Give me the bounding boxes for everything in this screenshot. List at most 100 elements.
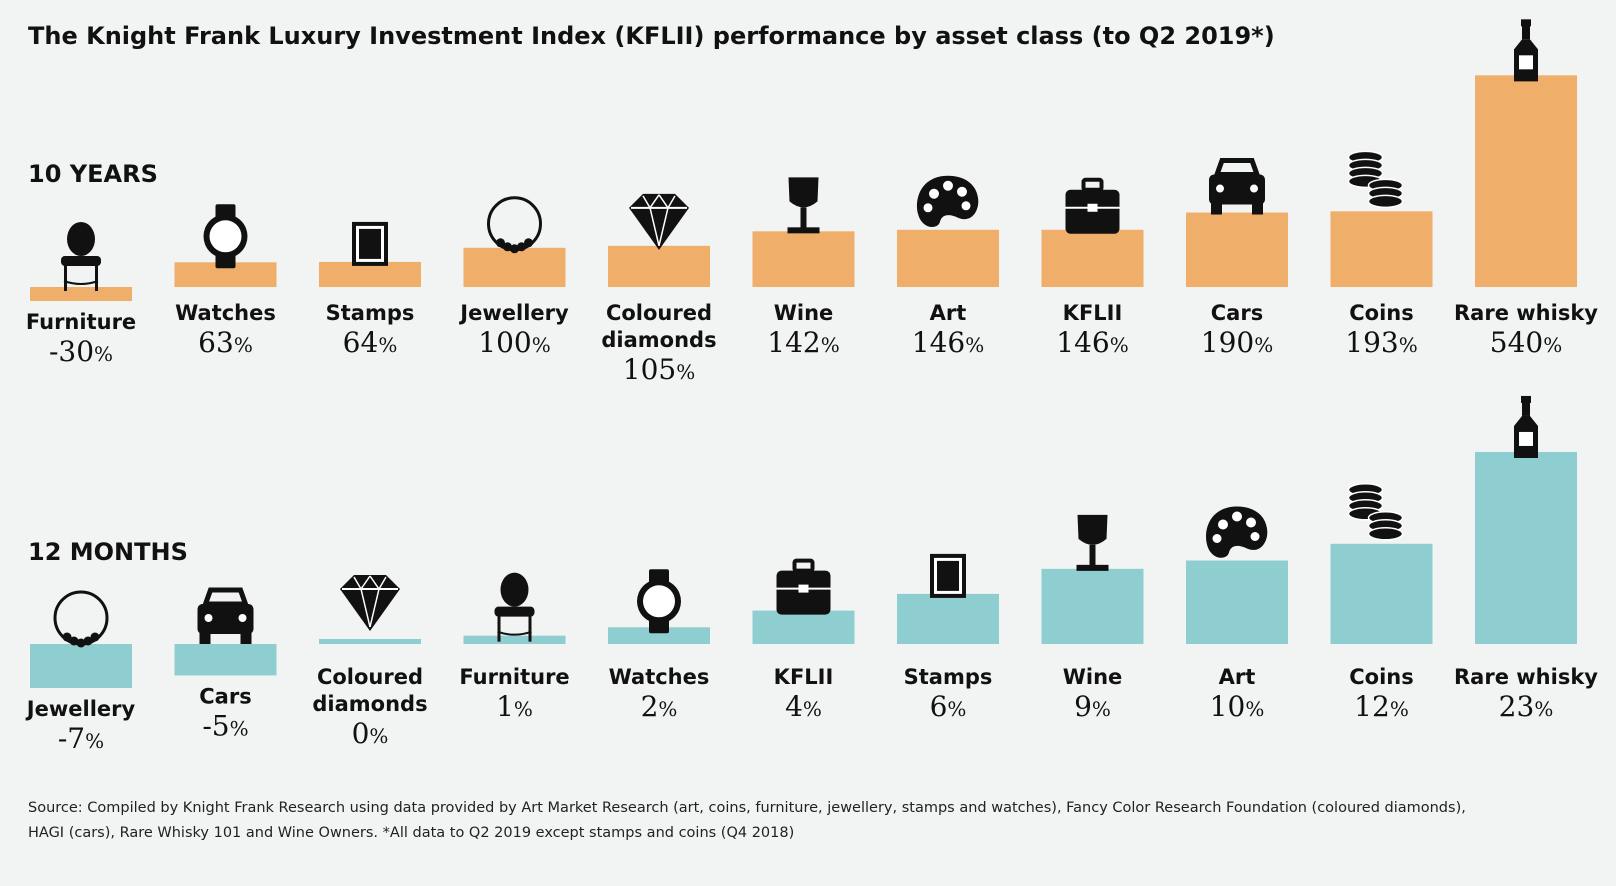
palette-icon [917, 175, 979, 228]
value-label: 105% [623, 353, 695, 386]
category-label: Jewellery [458, 301, 569, 325]
value-label: 190% [1201, 326, 1273, 359]
category-label: KFLII [1063, 301, 1123, 325]
category-label: Jewellery [25, 697, 136, 721]
value-label: 4% [785, 690, 822, 723]
necklace-icon [487, 196, 542, 254]
bar [608, 627, 710, 644]
bar [174, 644, 277, 676]
bar [319, 261, 421, 287]
bar [1330, 543, 1433, 644]
bar [1475, 75, 1577, 287]
value-label: 2% [641, 690, 678, 723]
value-label: 146% [912, 326, 984, 359]
value-label: -30% [49, 335, 113, 368]
bar [30, 287, 132, 301]
necklace-icon [53, 590, 109, 648]
briefcase-icon [776, 558, 831, 615]
panel-label: 10 YEARS [28, 160, 158, 188]
panel-12-months: 12 MONTHS Jewellery-7% Cars-5% Coloured diam… [25, 395, 1598, 755]
category-label: Watches [175, 301, 276, 325]
value-label: 0% [352, 717, 389, 750]
car-icon [1209, 158, 1265, 215]
category-label: Cars [1211, 301, 1263, 325]
category-label: Coins [1349, 301, 1414, 325]
bar [463, 247, 566, 287]
value-label: 63% [198, 326, 253, 359]
bar-group: Jewellery-7% [25, 590, 136, 755]
value-label: 1% [496, 690, 533, 723]
category-label: Furniture [459, 665, 569, 689]
value-label: 193% [1345, 326, 1417, 359]
value-label: 100% [478, 326, 550, 359]
bar-group: Furniture-30% [26, 222, 136, 368]
value-label: 23% [1499, 690, 1554, 723]
stamp-icon [930, 553, 966, 598]
category-label: Art [1219, 665, 1256, 689]
bar [319, 639, 421, 644]
category-label: Rare whisky [1454, 301, 1598, 325]
car-icon [197, 587, 254, 644]
palette-icon [1206, 506, 1268, 558]
chart-title: The Knight Frank Luxury Investment Index… [28, 22, 1275, 50]
category-label: diamonds [312, 692, 427, 716]
bar [1186, 212, 1288, 287]
value-label: -7% [58, 722, 104, 755]
stamp-icon [352, 221, 388, 266]
bar [752, 231, 855, 287]
source-note: Source: Compiled by Knight Frank Researc… [28, 800, 1466, 841]
bar [1186, 560, 1288, 644]
category-label: Coloured [317, 665, 423, 689]
coins-icon [1347, 483, 1404, 541]
value-label: 6% [930, 690, 967, 723]
value-label: 64% [343, 326, 398, 359]
category-label: Art [930, 301, 967, 325]
value-label: 540% [1490, 326, 1562, 359]
bar [463, 635, 566, 644]
category-label: KFLII [774, 665, 834, 689]
source-line: Source: Compiled by Knight Frank Researc… [28, 800, 1466, 816]
bar [897, 229, 999, 287]
bottle-icon [1514, 395, 1538, 458]
bar [1330, 211, 1433, 287]
chart-panels: 10 YEARSFurniture-30%Watches63%Stamps64%… [25, 19, 1598, 755]
chair-icon [494, 572, 535, 642]
category-label: Stamps [904, 665, 993, 689]
value-label: 146% [1056, 326, 1128, 359]
wine-glass-icon [787, 177, 820, 234]
category-label: diamonds [601, 328, 716, 352]
category-label: Coloured [606, 301, 712, 325]
category-label: Rare whisky [1454, 665, 1598, 689]
category-label: Furniture [26, 310, 136, 334]
category-label: Wine [1063, 665, 1123, 689]
diamond-icon [629, 193, 689, 250]
value-label: 9% [1074, 690, 1111, 723]
value-label: 142% [767, 326, 839, 359]
bar [897, 593, 999, 644]
value-label: -5% [202, 709, 248, 742]
briefcase-icon [1065, 177, 1120, 234]
bar [1475, 451, 1577, 644]
value-label: 12% [1354, 690, 1409, 723]
coins-icon [1347, 150, 1404, 209]
chair-icon [61, 222, 101, 291]
